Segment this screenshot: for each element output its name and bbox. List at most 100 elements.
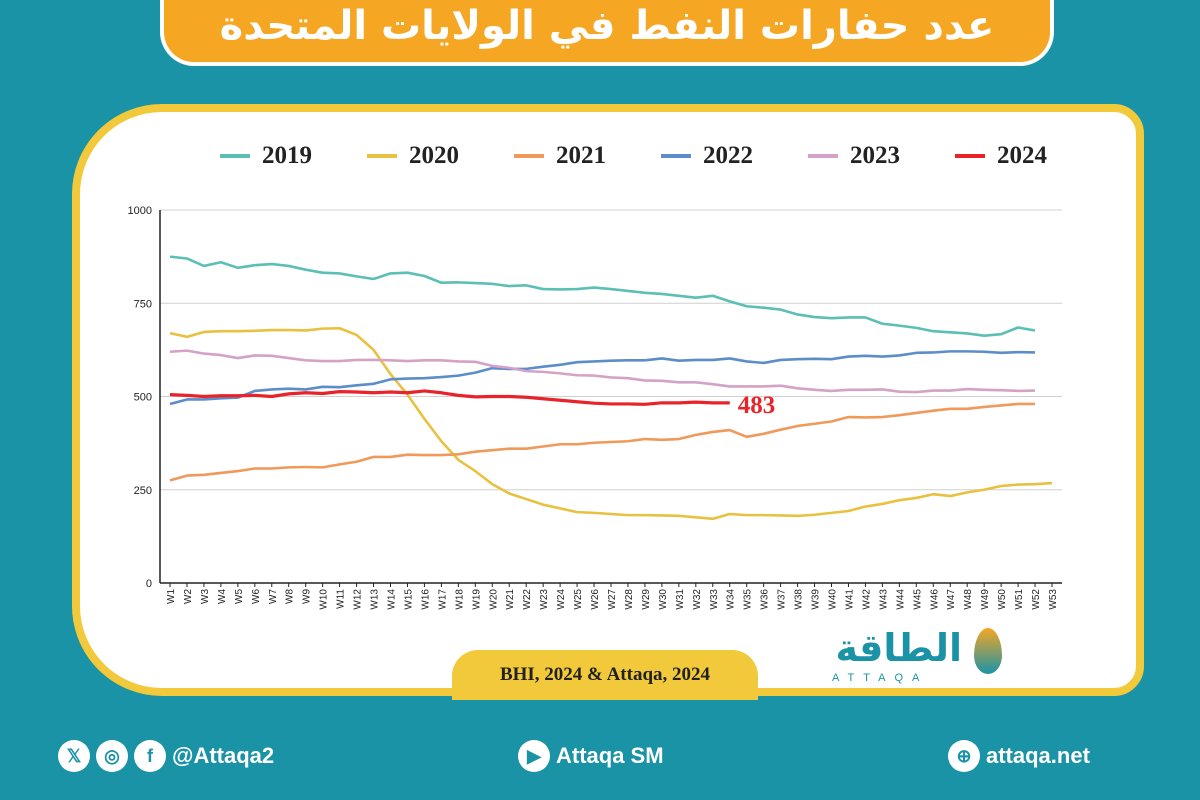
youtube-icon: ▶: [518, 740, 550, 772]
x-tick-label: W25: [573, 589, 584, 610]
y-tick-label: 500: [134, 392, 152, 404]
x-tick-label: W1: [166, 589, 177, 604]
x-tick-label: W5: [234, 589, 245, 604]
facebook-icon[interactable]: f: [134, 740, 166, 772]
legend-swatch: [661, 154, 691, 158]
y-tick-label: 750: [134, 298, 152, 310]
x-tick-label: W6: [251, 589, 262, 604]
series-line-2023: [169, 349, 1036, 394]
x-tick-label: W40: [828, 589, 839, 610]
title-banner: عدد حفارات النفط في الولايات المتحدة: [160, 0, 1054, 66]
legend-swatch: [367, 154, 397, 158]
x-tick-label: W33: [709, 589, 720, 610]
x-tick-label: W27: [607, 589, 618, 610]
x-tick-label: W45: [912, 589, 923, 610]
social-links: 𝕏 ◎ f @Attaqa2: [58, 740, 274, 772]
social-handle[interactable]: @Attaqa2: [172, 743, 275, 768]
x-tick-label: W31: [675, 589, 686, 610]
website-label: attaqa.net: [986, 743, 1090, 768]
legend-label: 2022: [703, 142, 753, 169]
x-tick-label: W17: [437, 589, 448, 610]
x-tick-label: W42: [861, 589, 872, 610]
x-tick-label: W51: [1014, 589, 1025, 610]
instagram-icon[interactable]: ◎: [96, 740, 128, 772]
youtube-label: Attaqa SM: [556, 743, 664, 768]
series-line-2022: [169, 350, 1036, 406]
x-tick-label: W38: [794, 589, 805, 610]
legend-item-2024: 2024: [955, 142, 1102, 170]
series-line-2024: [169, 389, 730, 406]
x-tick-label: W23: [539, 589, 550, 610]
chart-card: [72, 104, 1144, 696]
x-tick-label: W52: [1031, 589, 1042, 610]
legend-label: 2019: [262, 142, 312, 169]
logo-latin: ATTAQA: [832, 672, 929, 684]
legend-swatch: [808, 154, 838, 158]
x-tick-label: W48: [963, 589, 974, 610]
legend-item-2023: 2023: [808, 142, 955, 170]
drop-icon: [974, 628, 1002, 674]
website-link[interactable]: ⊕ attaqa.net: [948, 740, 1090, 772]
x-tick-label: W14: [387, 589, 398, 610]
y-tick-label: 1000: [128, 205, 152, 217]
x-tick-label: W12: [353, 589, 364, 610]
x-tick-label: W49: [980, 589, 991, 610]
x-tick-label: W28: [624, 589, 635, 610]
x-tick-label: W43: [878, 589, 889, 610]
x-tick-label: W19: [471, 589, 482, 610]
x-tick-label: W9: [302, 589, 313, 604]
x-tick-label: W34: [726, 589, 737, 610]
x-tick-label: W2: [183, 589, 194, 604]
legend-swatch: [220, 154, 250, 158]
x-tick-label: W26: [590, 589, 601, 610]
legend: 2019 2020 2021 2022 2023 2024: [220, 142, 1102, 170]
logo-arabic: الطاقة: [835, 626, 962, 670]
x-tick-label: W41: [844, 589, 855, 610]
x-tick-label: W29: [641, 589, 652, 610]
data-label-2024: 483: [738, 392, 776, 419]
x-tick-label: W46: [929, 589, 940, 610]
page-title: عدد حفارات النفط في الولايات المتحدة: [219, 3, 995, 49]
x-tick-label: W44: [895, 589, 906, 610]
legend-swatch: [955, 154, 985, 158]
legend-label: 2023: [850, 142, 900, 169]
x-tick-label: W11: [336, 589, 347, 609]
x-tick-label: W36: [760, 589, 771, 610]
x-tick-label: W20: [488, 589, 499, 610]
x-tick-label: W13: [370, 589, 381, 610]
legend-item-2021: 2021: [514, 142, 661, 170]
youtube-link[interactable]: ▶ Attaqa SM: [518, 740, 664, 772]
x-tick-label: W3: [200, 589, 211, 604]
x-tick-label: W30: [658, 589, 669, 610]
x-tick-label: W24: [556, 589, 567, 610]
x-tick-label: W47: [946, 589, 957, 610]
x-tick-label: W8: [285, 589, 296, 604]
source-label: BHI, 2024 & Attaqa, 2024: [452, 650, 758, 700]
x-tick-label: W15: [403, 589, 414, 610]
x-tick-label: W32: [692, 589, 703, 610]
legend-label: 2024: [997, 142, 1047, 169]
x-tick-label: W22: [522, 589, 533, 610]
series-line-2020: [169, 326, 1053, 521]
x-tick-label: W37: [777, 589, 788, 610]
x-tick-label: W18: [454, 589, 465, 610]
x-tick-label: W10: [319, 589, 330, 610]
legend-item-2019: 2019: [220, 142, 367, 170]
legend-label: 2020: [409, 142, 459, 169]
legend-item-2020: 2020: [367, 142, 514, 170]
x-icon[interactable]: 𝕏: [58, 740, 90, 772]
x-tick-label: W7: [268, 589, 279, 604]
legend-item-2022: 2022: [661, 142, 808, 170]
legend-label: 2021: [556, 142, 606, 169]
x-tick-label: W50: [997, 589, 1008, 610]
x-tick-label: W53: [1048, 589, 1059, 610]
series-line-2021: [169, 402, 1036, 482]
globe-icon: ⊕: [948, 740, 980, 772]
x-tick-label: W21: [505, 589, 516, 610]
series-line-2019: [169, 255, 1036, 338]
y-tick-label: 0: [146, 578, 152, 590]
x-tick-label: W4: [217, 589, 228, 604]
x-tick-label: W16: [420, 589, 431, 610]
x-tick-label: W39: [811, 589, 822, 610]
